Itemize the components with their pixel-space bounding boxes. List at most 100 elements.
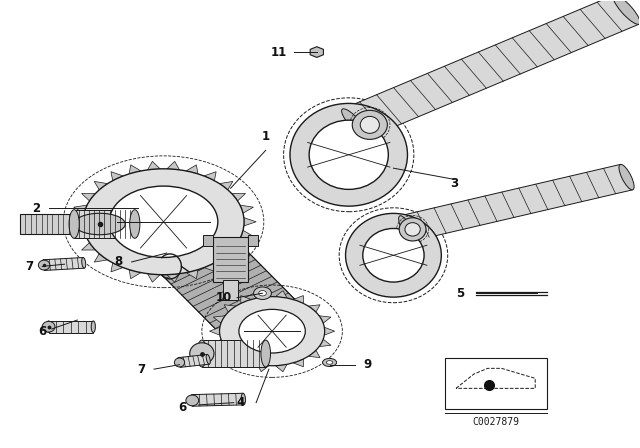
Polygon shape (220, 181, 233, 190)
Polygon shape (308, 305, 320, 312)
Polygon shape (241, 359, 251, 367)
Text: 2: 2 (32, 202, 40, 215)
Polygon shape (232, 194, 246, 201)
Ellipse shape (241, 393, 246, 405)
Polygon shape (94, 254, 108, 262)
Text: 8: 8 (115, 255, 123, 268)
Polygon shape (148, 161, 160, 170)
Ellipse shape (261, 340, 271, 367)
Ellipse shape (74, 213, 125, 235)
Polygon shape (244, 218, 256, 226)
Polygon shape (400, 164, 632, 241)
Polygon shape (20, 214, 74, 234)
Bar (445, 358, 547, 409)
Text: 10: 10 (216, 291, 232, 304)
Polygon shape (293, 296, 303, 303)
Bar (204, 235, 213, 246)
Polygon shape (74, 205, 87, 213)
Polygon shape (129, 270, 141, 279)
Bar (223, 280, 238, 300)
Polygon shape (111, 172, 123, 181)
Polygon shape (319, 316, 331, 323)
Ellipse shape (239, 310, 305, 353)
Ellipse shape (363, 228, 424, 282)
Ellipse shape (189, 343, 214, 364)
Polygon shape (179, 354, 209, 367)
Ellipse shape (109, 186, 218, 258)
Text: 3: 3 (450, 177, 458, 190)
Polygon shape (186, 165, 198, 174)
Ellipse shape (38, 260, 50, 270)
Polygon shape (319, 339, 331, 347)
Circle shape (253, 287, 271, 299)
Polygon shape (148, 274, 160, 282)
Ellipse shape (619, 164, 634, 190)
Ellipse shape (206, 354, 211, 364)
Ellipse shape (399, 215, 414, 241)
Polygon shape (241, 296, 251, 303)
Polygon shape (81, 243, 95, 250)
Polygon shape (204, 172, 216, 181)
Ellipse shape (323, 358, 337, 366)
Polygon shape (167, 274, 179, 282)
Ellipse shape (42, 260, 46, 271)
Ellipse shape (186, 395, 198, 406)
Ellipse shape (130, 210, 140, 238)
Polygon shape (192, 393, 244, 406)
Ellipse shape (360, 116, 380, 134)
Polygon shape (186, 270, 198, 279)
Polygon shape (74, 210, 135, 238)
Ellipse shape (190, 395, 195, 406)
Polygon shape (308, 350, 320, 358)
Polygon shape (49, 321, 93, 332)
Polygon shape (293, 359, 303, 367)
Polygon shape (240, 230, 253, 238)
Polygon shape (257, 364, 269, 372)
Circle shape (259, 291, 266, 296)
Ellipse shape (309, 120, 388, 190)
Ellipse shape (197, 340, 207, 367)
Polygon shape (275, 291, 287, 298)
Text: 7: 7 (26, 260, 33, 273)
Ellipse shape (405, 223, 420, 236)
Ellipse shape (174, 358, 184, 367)
Bar (213, 237, 248, 282)
Polygon shape (342, 0, 639, 138)
Text: 4: 4 (236, 396, 244, 409)
Polygon shape (224, 305, 236, 312)
Polygon shape (81, 194, 95, 201)
Text: 6: 6 (38, 325, 46, 338)
Polygon shape (74, 230, 87, 238)
Ellipse shape (177, 358, 182, 367)
Polygon shape (111, 263, 123, 272)
Text: 5: 5 (456, 287, 465, 300)
Polygon shape (324, 327, 335, 335)
Polygon shape (224, 350, 236, 358)
Ellipse shape (42, 321, 55, 332)
Polygon shape (240, 205, 253, 213)
Text: 6: 6 (179, 401, 187, 414)
Ellipse shape (69, 210, 79, 238)
Polygon shape (202, 340, 266, 367)
Text: 1: 1 (262, 130, 270, 143)
Polygon shape (213, 339, 225, 347)
Polygon shape (204, 263, 216, 272)
Polygon shape (71, 218, 83, 226)
Ellipse shape (220, 297, 324, 366)
Ellipse shape (342, 109, 369, 138)
Polygon shape (275, 364, 287, 372)
Polygon shape (129, 165, 141, 174)
Polygon shape (167, 161, 179, 170)
Polygon shape (232, 243, 246, 250)
Text: C0027879: C0027879 (472, 418, 519, 427)
Polygon shape (127, 204, 309, 349)
Text: 9: 9 (364, 358, 372, 371)
Polygon shape (220, 254, 233, 262)
Ellipse shape (399, 218, 426, 241)
Bar (248, 235, 258, 246)
Ellipse shape (82, 258, 86, 268)
Ellipse shape (47, 321, 51, 332)
Polygon shape (213, 316, 225, 323)
Ellipse shape (326, 361, 333, 364)
Ellipse shape (290, 103, 408, 206)
